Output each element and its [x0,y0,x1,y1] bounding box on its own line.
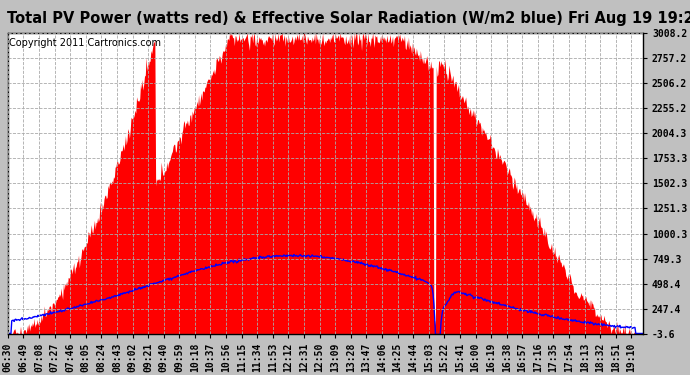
Text: Copyright 2011 Cartronics.com: Copyright 2011 Cartronics.com [9,38,161,48]
Text: Total PV Power (watts red) & Effective Solar Radiation (W/m2 blue) Fri Aug 19 19: Total PV Power (watts red) & Effective S… [7,11,690,26]
